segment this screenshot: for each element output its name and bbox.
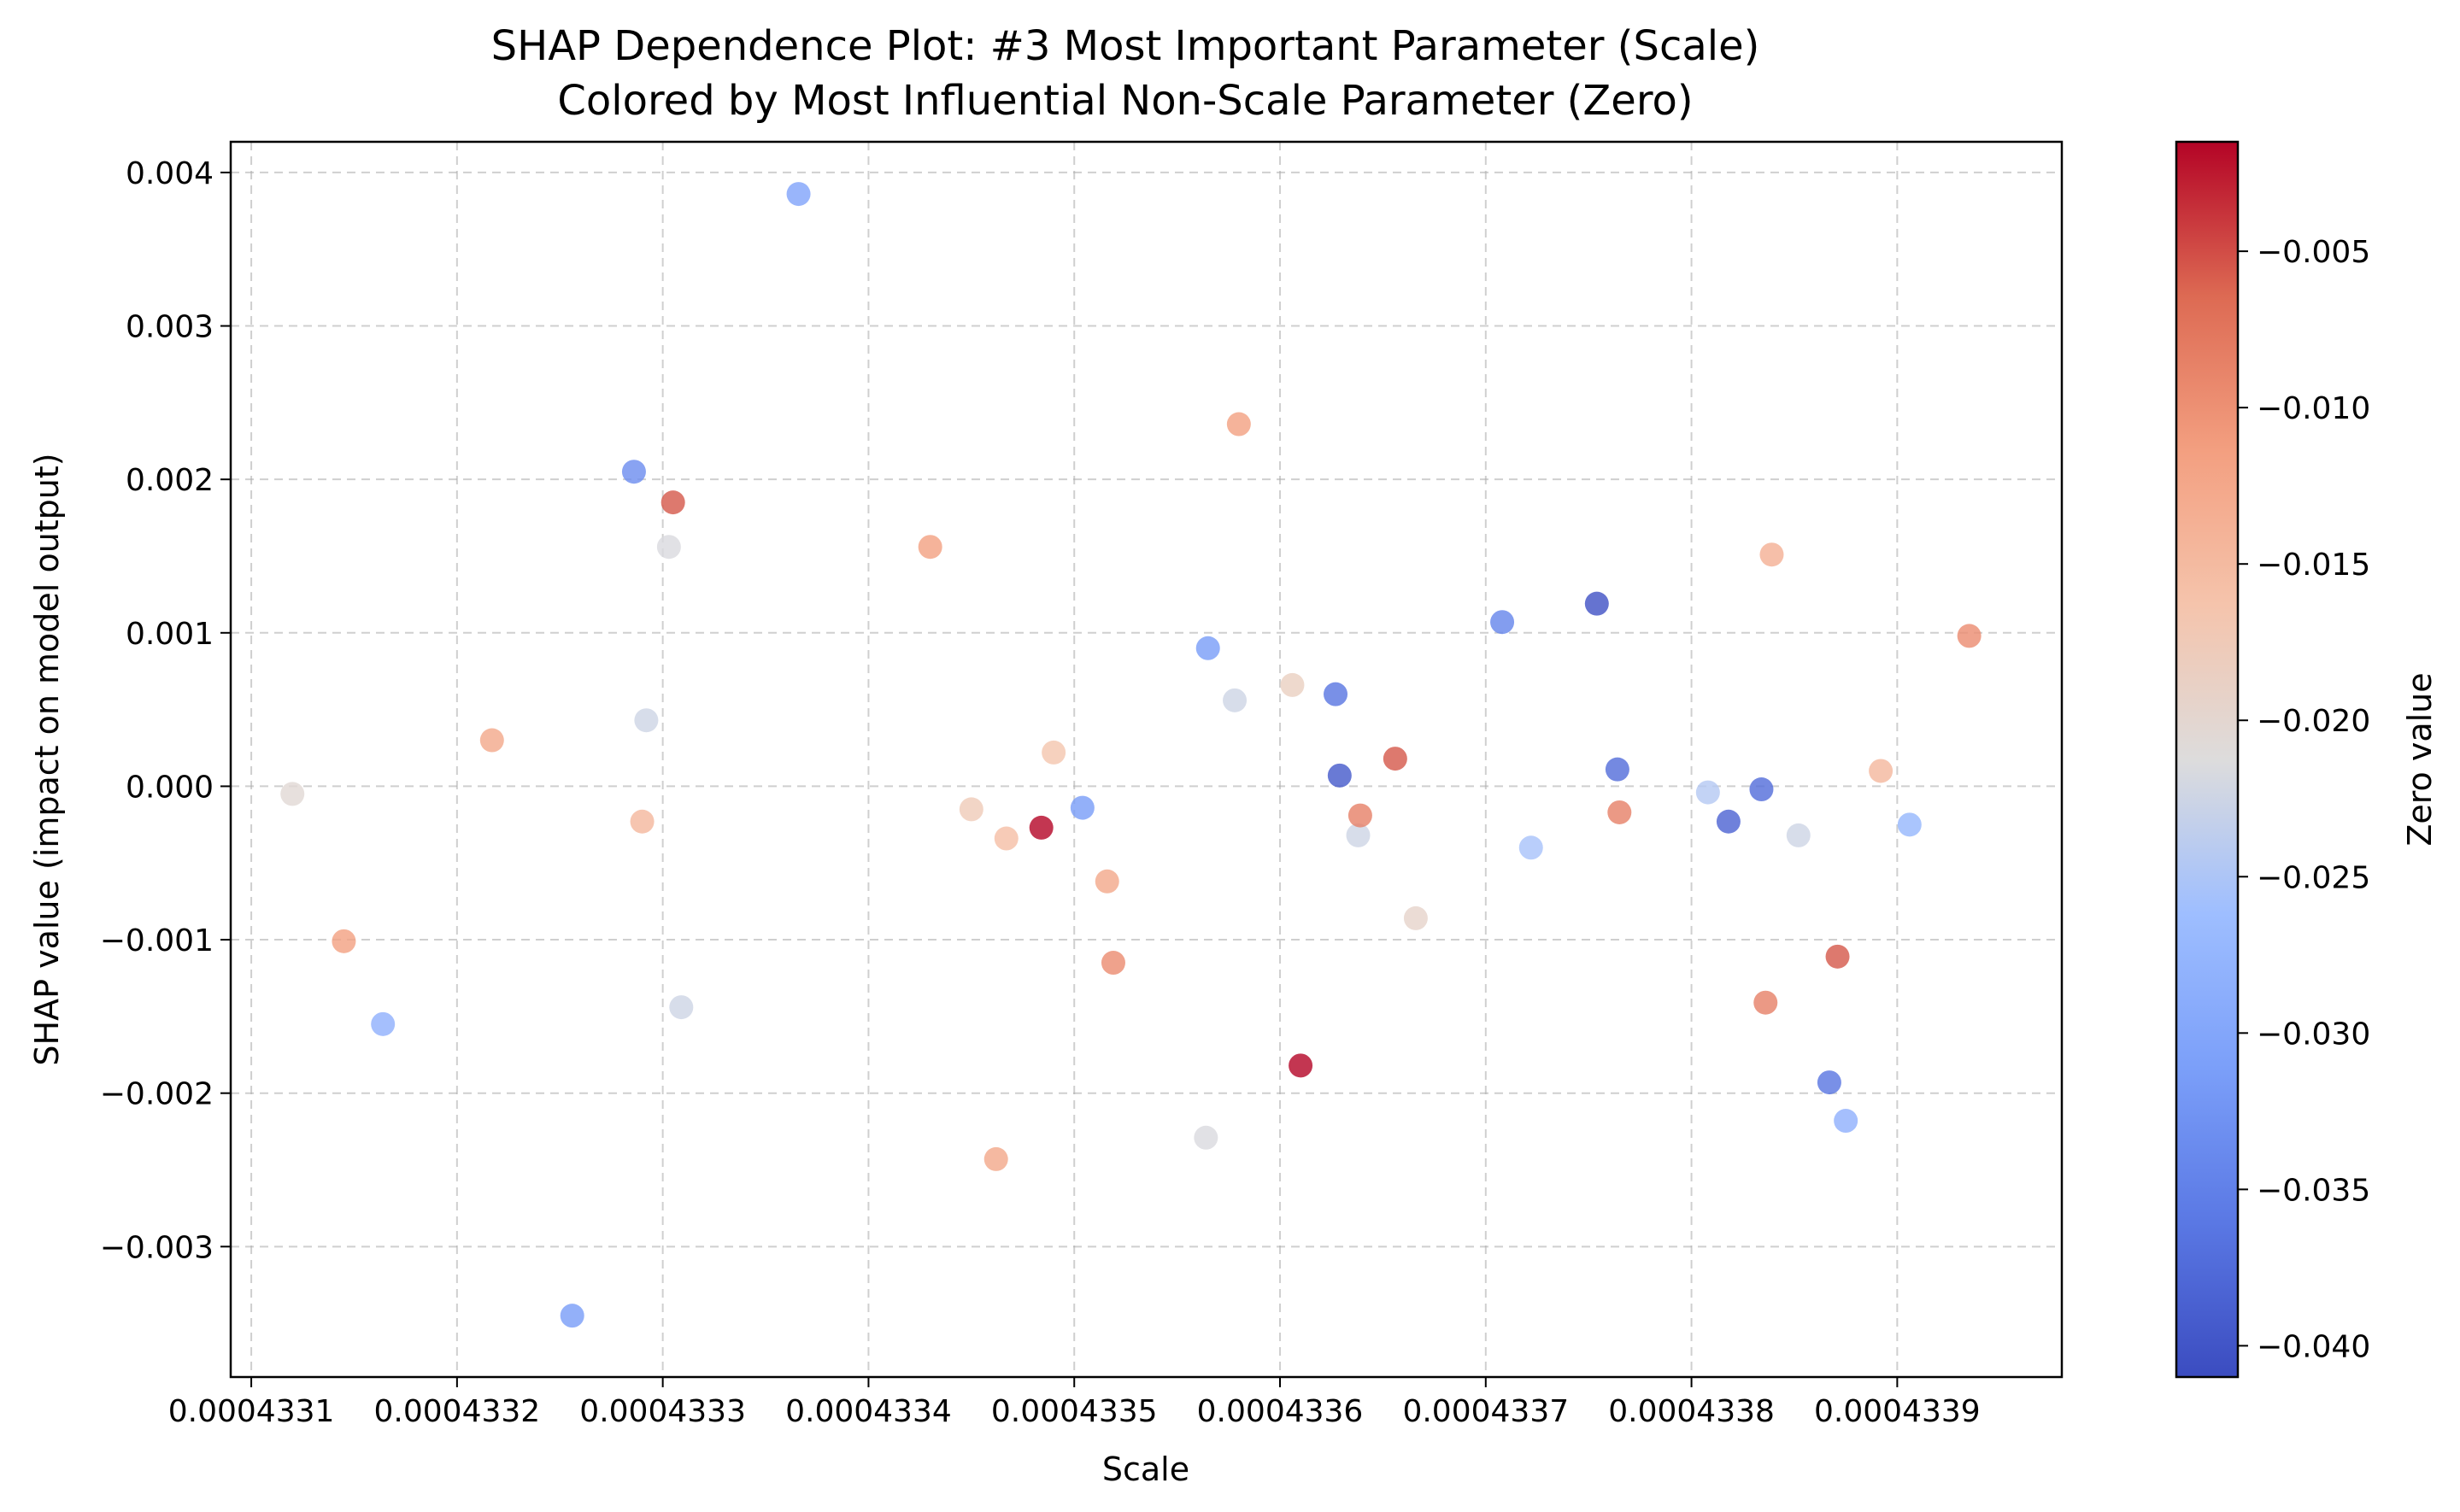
scatter-point xyxy=(1749,777,1774,802)
scatter-point xyxy=(634,708,659,733)
scatter-point xyxy=(1289,1053,1313,1078)
colorbar-tick-label: −0.025 xyxy=(2257,860,2370,895)
colorbar-tick-label: −0.005 xyxy=(2257,235,2370,270)
y-tick-label: 0.003 xyxy=(126,310,214,345)
x-axis-label: Scale xyxy=(1102,1450,1189,1488)
y-tick-label: −0.001 xyxy=(100,923,214,958)
scatter-point xyxy=(1825,944,1850,969)
chart-subtitle: Colored by Most Influential Non-Scale Pa… xyxy=(557,77,1693,125)
grid-lines xyxy=(231,142,2062,1377)
scatter-point xyxy=(1029,815,1054,840)
y-tick-label: 0.001 xyxy=(126,617,214,652)
scatter-point xyxy=(1226,412,1251,437)
scatter-point xyxy=(371,1011,396,1036)
scatter-point xyxy=(1607,800,1632,824)
scatter-point xyxy=(1605,757,1629,782)
scatter-point xyxy=(1383,747,1407,771)
colorbar-tick-label: −0.015 xyxy=(2257,548,2370,583)
colorbar-tick-label: −0.020 xyxy=(2257,704,2370,739)
x-tick-label: 0.0004334 xyxy=(785,1394,952,1429)
x-tick-label: 0.0004333 xyxy=(579,1394,746,1429)
scatter-point xyxy=(1095,869,1119,894)
scatter-point xyxy=(479,728,504,753)
scatter-point xyxy=(560,1304,584,1328)
scatter-point xyxy=(1101,951,1125,976)
colorbar-label: Zero value xyxy=(2401,672,2439,846)
x-tick-label: 0.0004337 xyxy=(1402,1394,1569,1429)
scatter-points xyxy=(280,182,1982,1328)
scatter-point xyxy=(1346,823,1371,847)
x-tick-label: 0.0004331 xyxy=(168,1394,335,1429)
scatter-point xyxy=(786,182,811,207)
scatter-point xyxy=(1869,759,1893,783)
scatter-point xyxy=(332,929,356,953)
scatter-point xyxy=(918,535,942,560)
scatter-point xyxy=(1223,688,1248,712)
y-axis-ticks: −0.003 −0.002 −0.001 0.000 0.001 0.002 0.003 0.… xyxy=(100,156,231,1265)
scatter-point xyxy=(1042,740,1066,765)
x-tick-label: 0.0004336 xyxy=(1197,1394,1364,1429)
scatter-point xyxy=(621,460,646,484)
scatter-point xyxy=(959,797,983,822)
y-tick-label: 0.004 xyxy=(126,156,214,191)
scatter-point xyxy=(1194,1125,1218,1150)
y-tick-label: 0.002 xyxy=(126,463,214,498)
scatter-point xyxy=(1716,809,1741,834)
scatter-point xyxy=(1327,763,1352,788)
colorbar-tick-label: −0.010 xyxy=(2257,391,2370,426)
colorbar-tick-label: −0.035 xyxy=(2257,1173,2370,1208)
scatter-point xyxy=(1786,823,1811,847)
x-tick-label: 0.0004339 xyxy=(1814,1394,1981,1429)
scatter-point xyxy=(280,782,305,806)
scatter-point xyxy=(669,995,694,1020)
y-tick-label: 0.000 xyxy=(126,770,214,805)
x-tick-label: 0.0004335 xyxy=(991,1394,1158,1429)
scatter-point xyxy=(1490,610,1515,635)
scatter-point xyxy=(1518,835,1543,860)
x-tick-label: 0.0004338 xyxy=(1608,1394,1775,1429)
colorbar-tick-label: −0.040 xyxy=(2257,1329,2370,1364)
colorbar-ticks: −0.040 −0.035 −0.030 −0.025 −0.020 −0.015 −0.0… xyxy=(2238,235,2370,1364)
scatter-point xyxy=(983,1146,1008,1171)
x-tick-label: 0.0004332 xyxy=(374,1394,541,1429)
scatter-point xyxy=(1817,1070,1841,1095)
x-axis-ticks: 0.0004331 0.0004332 0.0004333 0.0004334 0.00… xyxy=(168,1377,1981,1429)
scatter-point xyxy=(1195,636,1220,660)
scatter-point xyxy=(661,490,685,515)
y-axis-label: SHAP value (impact on model output) xyxy=(28,453,66,1065)
y-tick-label: −0.003 xyxy=(100,1230,214,1265)
scatter-point xyxy=(630,809,655,834)
scatter-point xyxy=(1070,795,1095,820)
scatter-point xyxy=(1347,803,1372,828)
scatter-point xyxy=(1834,1109,1858,1134)
colorbar-tick-label: −0.030 xyxy=(2257,1017,2370,1052)
plot-frame xyxy=(229,140,2064,1379)
colorbar xyxy=(2175,140,2240,1379)
scatter-point xyxy=(1897,812,1922,837)
scatter-point xyxy=(1324,682,1348,706)
scatter-point xyxy=(994,826,1019,851)
scatter-point xyxy=(1753,990,1778,1015)
scatter-point xyxy=(1280,672,1305,697)
y-tick-label: −0.002 xyxy=(100,1077,214,1112)
scatter-point xyxy=(1403,905,1428,930)
scatter-point xyxy=(1584,591,1609,616)
scatter-point xyxy=(1957,624,1982,648)
scatter-point xyxy=(1695,780,1720,805)
scatter-point xyxy=(1759,542,1784,567)
scatter-point xyxy=(656,535,681,560)
chart-title: SHAP Dependence Plot: #3 Most Important … xyxy=(491,22,1760,70)
